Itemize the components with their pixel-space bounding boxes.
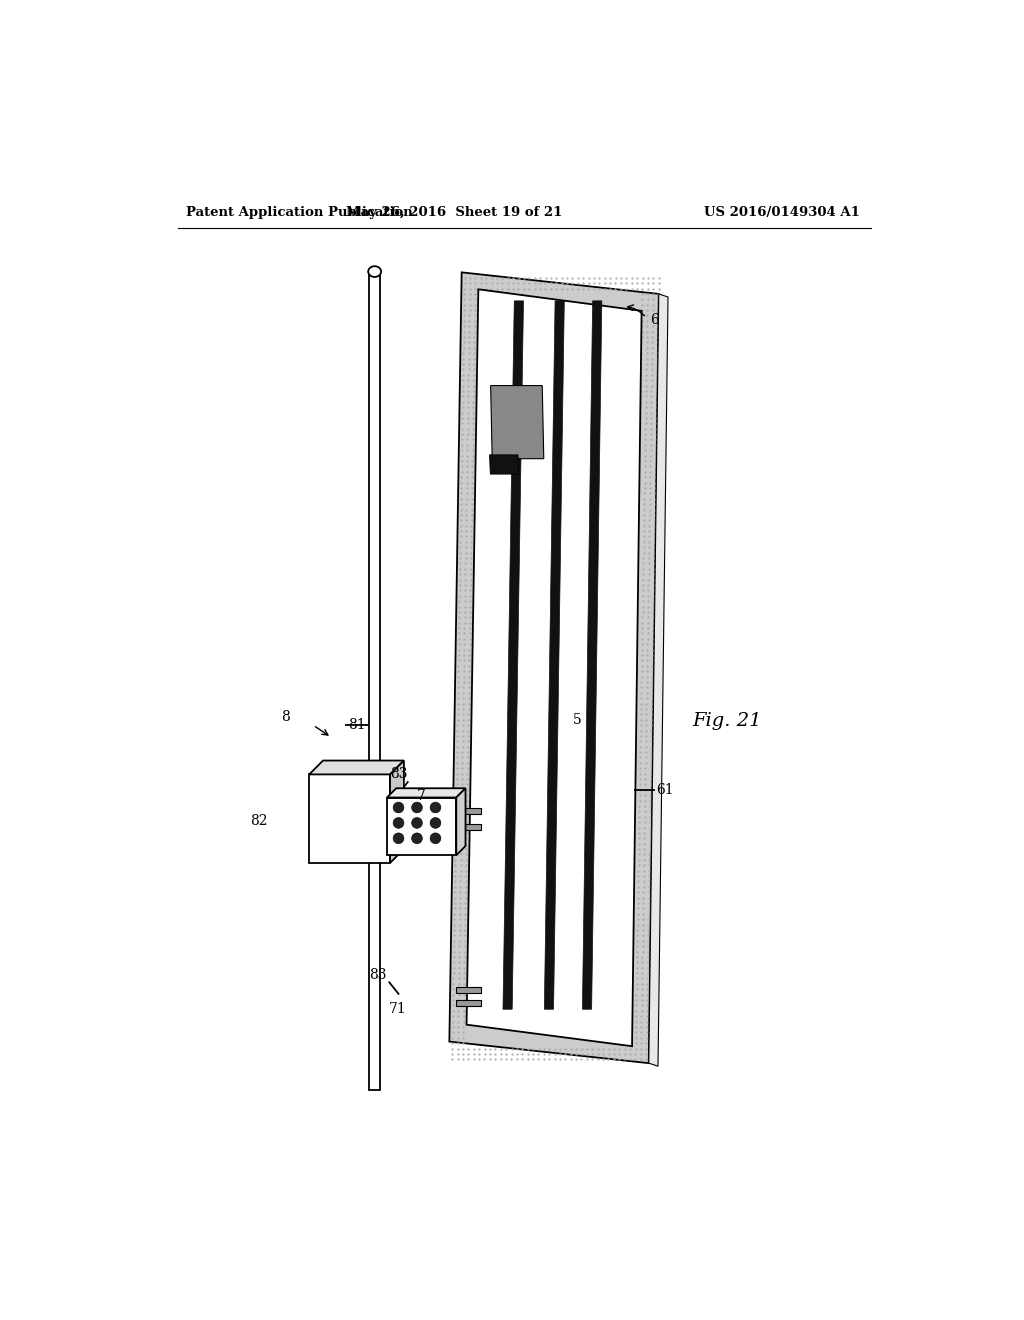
Text: 6: 6 xyxy=(650,313,659,327)
Circle shape xyxy=(412,803,422,813)
Polygon shape xyxy=(467,289,642,1047)
Text: 61: 61 xyxy=(655,783,674,797)
Circle shape xyxy=(393,833,403,843)
Circle shape xyxy=(430,817,441,829)
Circle shape xyxy=(393,803,403,813)
Circle shape xyxy=(430,833,441,843)
Text: Fig. 21: Fig. 21 xyxy=(692,711,762,730)
Circle shape xyxy=(412,833,422,843)
Bar xyxy=(387,797,457,855)
Polygon shape xyxy=(489,455,519,474)
Text: May 26, 2016  Sheet 19 of 21: May 26, 2016 Sheet 19 of 21 xyxy=(346,206,562,219)
Text: 81: 81 xyxy=(348,718,367,733)
Text: 82: 82 xyxy=(250,813,267,828)
Bar xyxy=(457,987,481,993)
Text: Patent Application Publication: Patent Application Publication xyxy=(186,206,413,219)
Polygon shape xyxy=(503,301,523,1010)
Circle shape xyxy=(430,803,441,813)
Circle shape xyxy=(412,817,422,829)
Polygon shape xyxy=(387,788,466,797)
Polygon shape xyxy=(450,272,658,1063)
Bar xyxy=(370,272,380,1090)
Polygon shape xyxy=(309,760,403,775)
Bar xyxy=(457,808,481,814)
Polygon shape xyxy=(583,301,602,1010)
Circle shape xyxy=(393,817,403,829)
Polygon shape xyxy=(390,760,403,863)
Bar xyxy=(457,1001,481,1006)
Polygon shape xyxy=(457,788,466,855)
Text: 83: 83 xyxy=(390,767,408,781)
Text: US 2016/0149304 A1: US 2016/0149304 A1 xyxy=(705,206,860,219)
Text: 71: 71 xyxy=(388,1002,407,1016)
Text: 83: 83 xyxy=(370,968,387,982)
Polygon shape xyxy=(545,301,564,1010)
Polygon shape xyxy=(649,294,668,1067)
Ellipse shape xyxy=(369,267,381,277)
Text: 5: 5 xyxy=(572,714,582,727)
Text: 8: 8 xyxy=(282,710,290,725)
Bar xyxy=(309,775,390,863)
Bar xyxy=(457,824,481,830)
Polygon shape xyxy=(490,385,544,459)
Text: 7: 7 xyxy=(417,789,426,803)
